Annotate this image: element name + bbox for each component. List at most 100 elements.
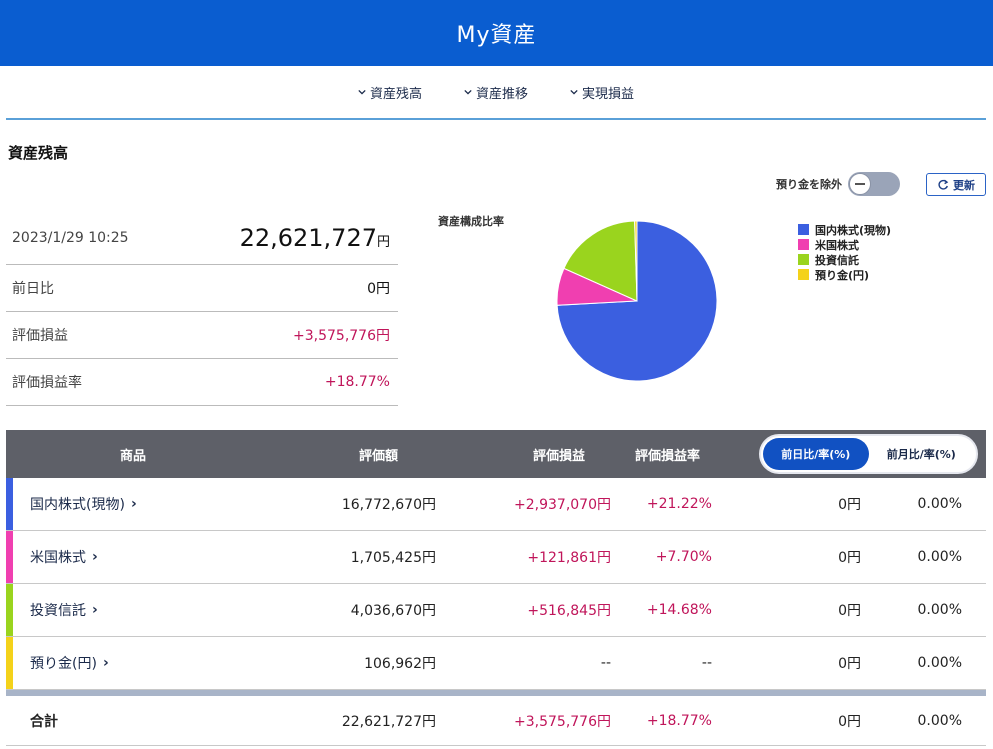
summary-label: 前日比 [12,281,54,297]
chevron-down-icon [464,89,472,95]
row-diff-rate: 0.00% [917,655,962,671]
refresh-icon [938,179,949,190]
total-pl: +3,575,776円 [514,713,611,730]
balance-summary: 2023/1/29 10:25 22,621,727円 前日比 0円 評価損益 … [6,212,398,406]
legend-swatch [798,269,809,280]
exclude-deposit-control: 預り金を除外 [776,172,900,196]
holdings-table: 商品 評価額 評価損益 評価損益率 前日比/率(%) 前月比/率(%) 国内株式… [6,430,986,746]
page-title: My資産 [456,23,537,48]
row-pl: -- [600,655,611,671]
total-pl-rate: +18.77% [646,712,712,729]
chevron-down-icon [570,89,578,95]
chevron-right-icon: › [102,655,109,671]
legend-label: 米国株式 [815,238,859,252]
header-pl: 評価損益 [533,448,586,464]
row-pl-rate: +7.70% [655,549,712,565]
header-value: 評価額 [359,448,399,464]
row-value: 1,705,425円 [350,550,436,566]
table-header: 商品 評価額 評価損益 評価損益率 前日比/率(%) 前月比/率(%) [6,430,986,478]
row-value: 4,036,670円 [350,603,436,619]
chart-legend: 国内株式(現物) 米国株式 投資信託 預り金(円) [798,222,891,282]
refresh-label: 更新 [953,178,975,192]
daily-change-option[interactable]: 前日比/率(%) [763,438,869,470]
row-value: 106,962円 [364,656,436,672]
period-toggle: 前日比/率(%) 前月比/率(%) [759,434,978,474]
chevron-right-icon: › [92,549,98,565]
exclude-deposit-label: 預り金を除外 [776,178,842,191]
chevron-down-icon [358,89,366,95]
summary-value: 0円 [367,281,390,297]
row-name-link[interactable]: 米国株式 › [30,549,98,566]
legend-swatch [798,254,809,265]
pie-slice-2 [563,220,638,302]
summary-datetime: 2023/1/29 10:25 [12,230,129,246]
exclude-deposit-toggle[interactable] [848,172,900,196]
nav-item-label: 資産残高 [369,86,422,102]
chevron-right-icon: › [130,496,137,512]
legend-label: 国内株式(現物) [815,223,892,237]
header-pl-rate: 評価損益率 [635,448,701,464]
monthly-change-option[interactable]: 前月比/率(%) [886,448,956,461]
summary-label: 評価損益 [12,328,68,344]
category-color-bar [6,637,13,689]
legend-item: 投資信託 [798,252,891,267]
total-value: 22,621,727円 [341,713,436,730]
row-pl-rate: +14.68% [646,602,712,618]
row-diff-rate: 0.00% [917,602,962,618]
legend-item: 預り金(円) [798,267,891,282]
summary-label: 評価損益率 [12,375,82,391]
row-pl-rate: +21.22% [646,496,712,512]
legend-item: 国内株式(現物) [798,222,891,237]
legend-item: 米国株式 [798,237,891,252]
nav-item-trend[interactable]: 資産推移 [464,83,528,102]
total-label: 合計 [30,713,58,730]
legend-label: 投資信託 [815,253,859,267]
summary-row-pl: 評価損益 +3,575,776円 [6,312,398,359]
summary-value: +18.77% [324,374,390,390]
category-color-bar [6,531,13,583]
legend-swatch [798,224,809,235]
table-total-row: 合計 22,621,727円 +3,575,776円 +18.77% 0円 0.… [6,696,986,746]
row-diff-rate: 0.00% [917,549,962,565]
summary-row-daily-change: 前日比 0円 [6,265,398,312]
chevron-right-icon: › [92,602,98,618]
pie-slice-3 [634,220,638,302]
summary-total-value: 22,621,727円 [239,224,390,252]
table-divider [6,690,986,696]
toggle-knob [849,173,871,195]
table-row: 米国株式 › 1,705,425円 +121,861円 +7.70% 0円 0.0… [6,531,986,584]
row-diff: 0円 [838,603,861,619]
section-nav: 資産残高 資産推移 実現損益 [6,66,986,120]
legend-label: 預り金(円) [815,268,870,282]
total-diff: 0円 [838,713,861,730]
row-pl: +121,861円 [527,550,611,566]
legend-swatch [798,239,809,250]
row-name-link[interactable]: 投資信託 › [30,602,98,619]
nav-item-label: 実現損益 [582,86,635,102]
summary-row-pl-rate: 評価損益率 +18.77% [6,359,398,406]
table-row: 投資信託 › 4,036,670円 +516,845円 +14.68% 0円 0.… [6,584,986,637]
chart-title: 資産構成比率 [438,215,504,228]
row-name-link[interactable]: 国内株式(現物) › [30,496,137,513]
row-pl: +2,937,070円 [514,497,611,513]
row-diff-rate: 0.00% [917,496,962,512]
table-row: 国内株式(現物) › 16,772,670円 +2,937,070円 +21.22… [6,478,986,531]
table-row: 預り金(円) › 106,962円 -- -- 0円 0.00% [6,637,986,690]
row-pl-rate: -- [701,655,712,671]
refresh-button[interactable]: 更新 [926,173,986,196]
summary-row-total: 2023/1/29 10:25 22,621,727円 [6,212,398,265]
row-pl: +516,845円 [527,603,611,619]
section-title: 資産残高 [8,144,69,162]
category-color-bar [6,478,13,530]
summary-value: +3,575,776円 [293,328,390,344]
allocation-pie-chart [556,220,718,382]
nav-item-label: 資産推移 [475,86,528,102]
nav-item-balance[interactable]: 資産残高 [358,83,422,102]
row-diff: 0円 [838,656,861,672]
total-diff-rate: 0.00% [917,712,962,729]
category-color-bar [6,584,13,636]
row-diff: 0円 [838,550,861,566]
nav-item-realized[interactable]: 実現損益 [570,83,634,102]
row-value: 16,772,670円 [341,497,436,513]
row-name-link[interactable]: 預り金(円) › [30,655,109,672]
